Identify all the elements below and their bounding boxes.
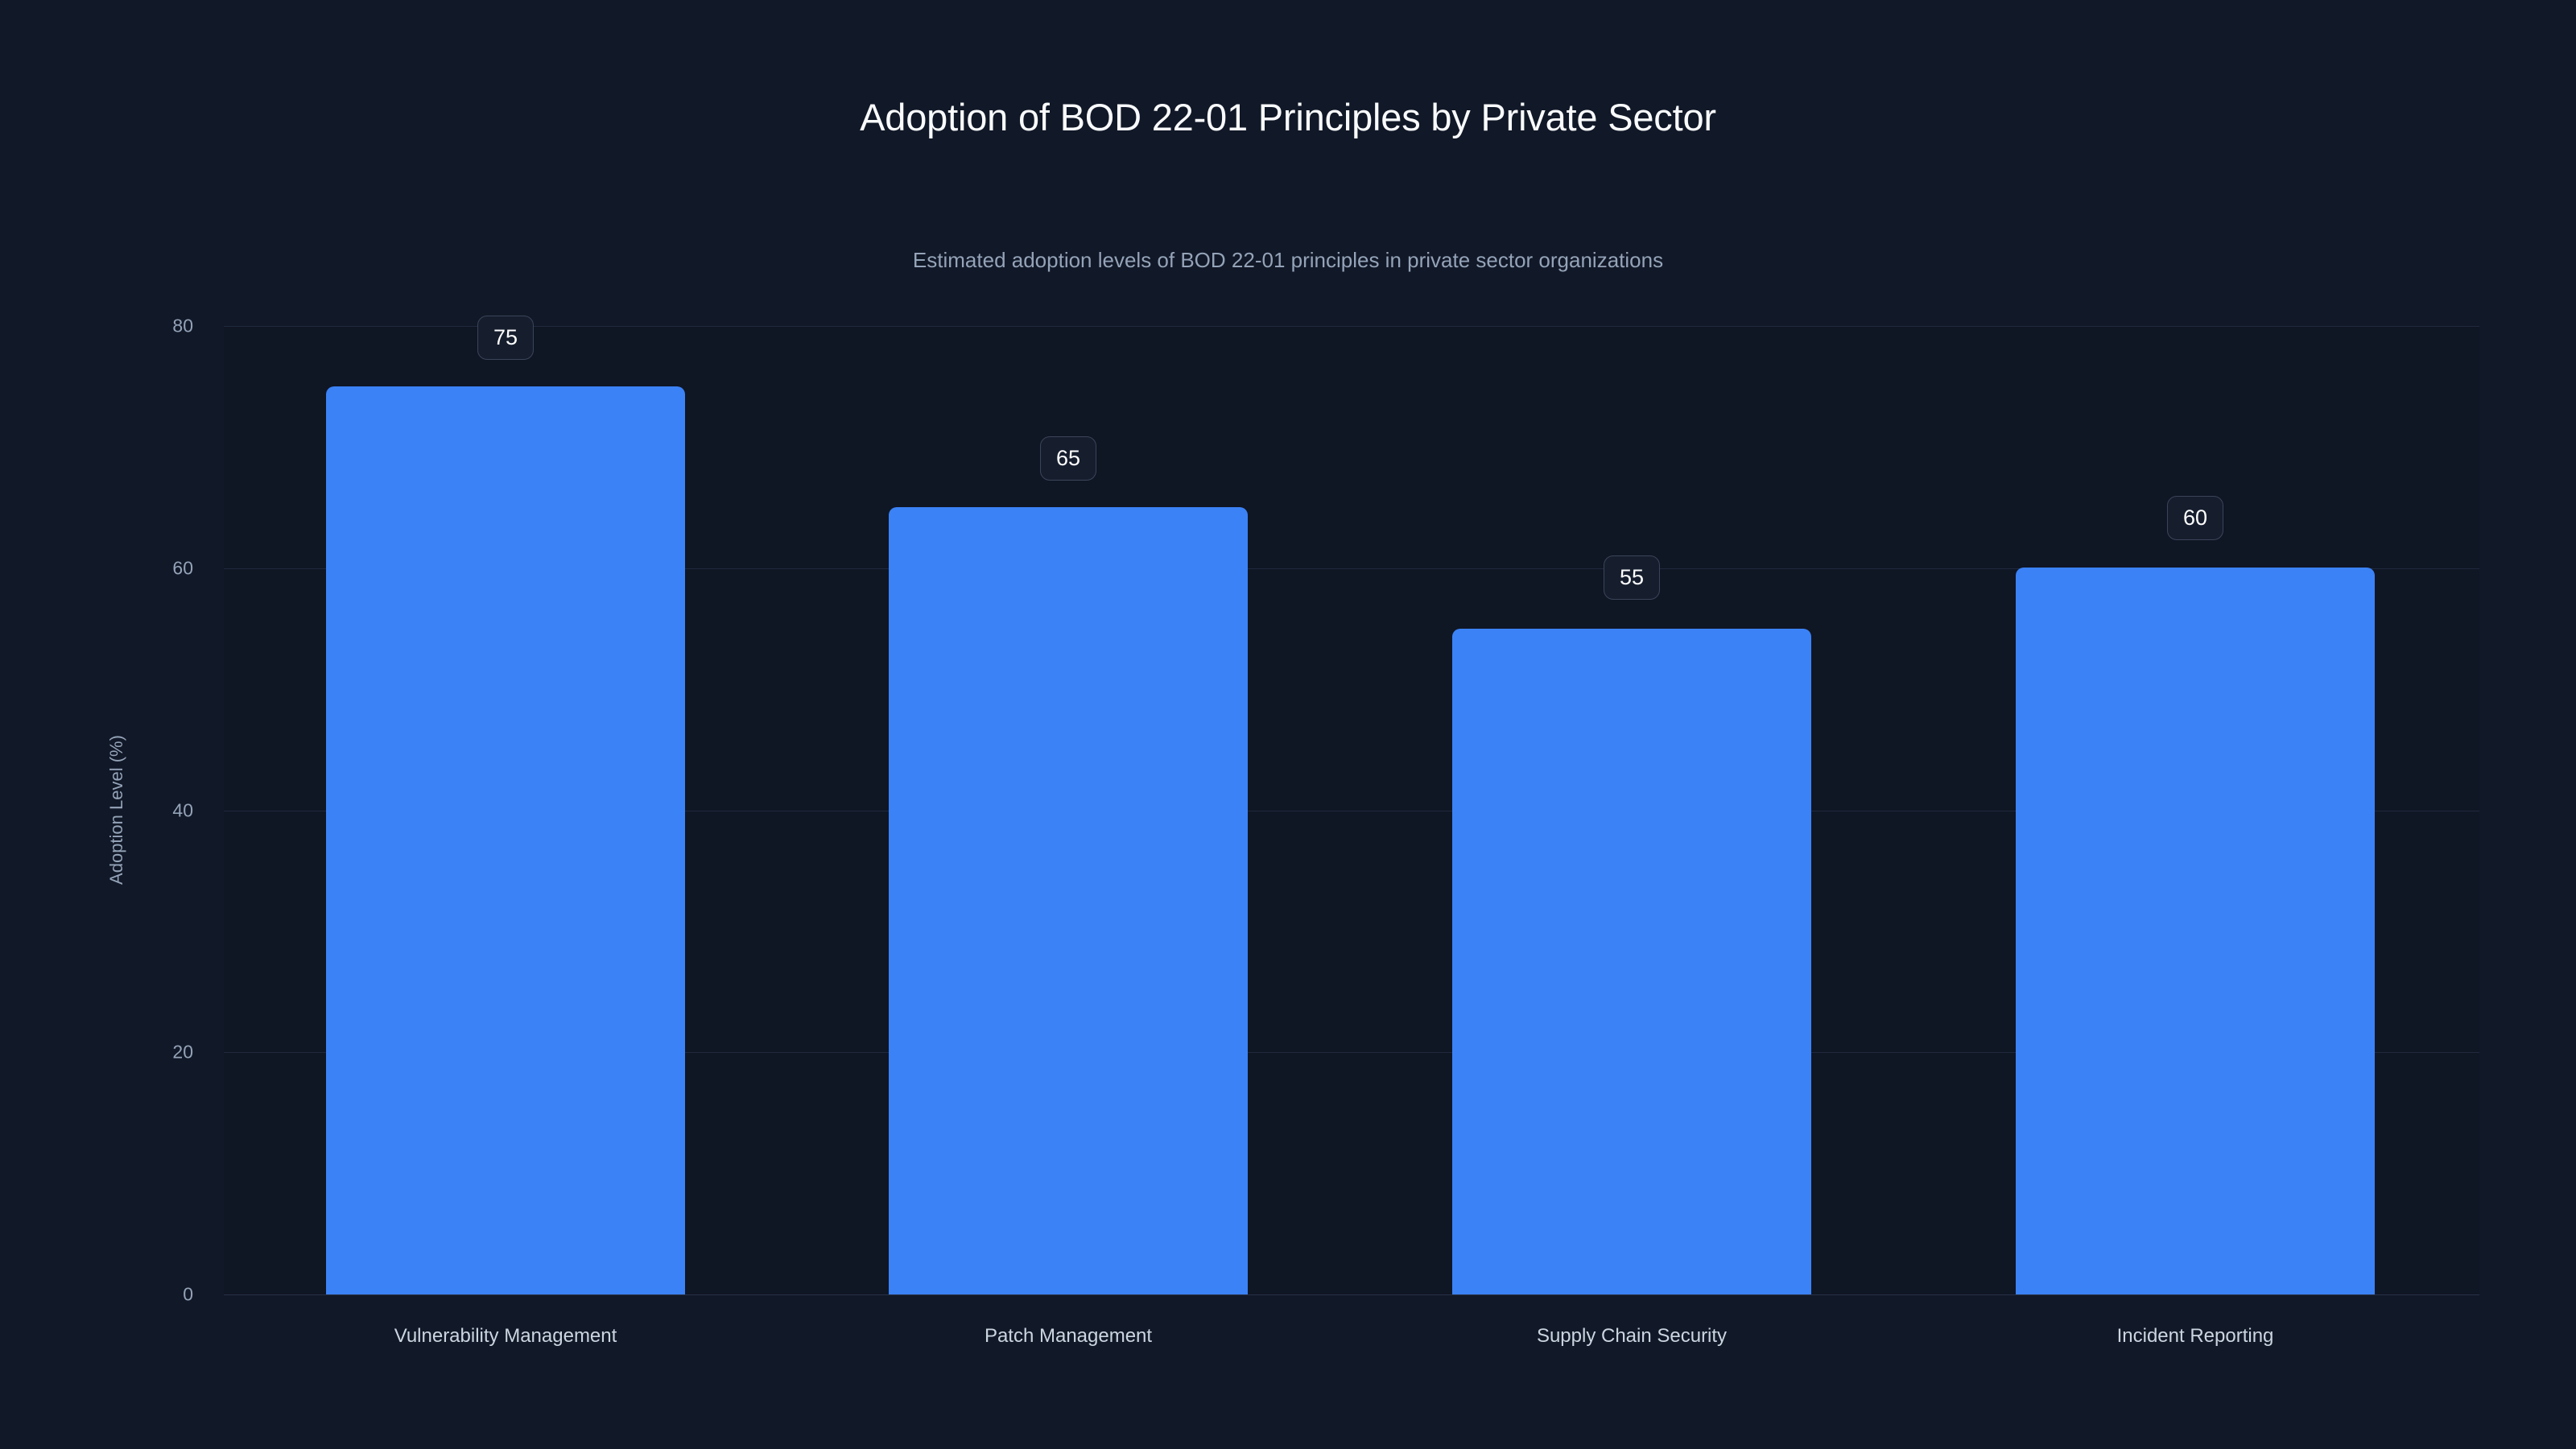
y-tick-label-0: 0	[183, 1283, 193, 1305]
x-axis-line	[224, 1294, 2479, 1295]
chart-subtitle: Estimated adoption levels of BOD 22-01 p…	[912, 248, 1664, 272]
bar-incident-reporting[interactable]	[2016, 568, 2375, 1294]
value-label-vulnerability-management: 75	[477, 316, 535, 360]
x-tick-label-vulnerability-management: Vulnerability Management	[394, 1325, 617, 1347]
x-tick-label-incident-reporting: Incident Reporting	[2116, 1325, 2274, 1347]
bar-supply-chain-security[interactable]	[1452, 629, 1811, 1294]
value-label-supply-chain-security: 55	[1603, 555, 1661, 600]
value-label-incident-reporting: 60	[2166, 496, 2224, 540]
bar-patch-management[interactable]	[889, 507, 1248, 1294]
y-axis-title: Adoption Level (%)	[106, 735, 126, 885]
x-tick-label-supply-chain-security: Supply Chain Security	[1536, 1325, 1728, 1347]
y-tick-label-60: 60	[172, 557, 193, 579]
y-tick-label-40: 40	[172, 799, 193, 821]
x-tick-label-patch-management: Patch Management	[984, 1325, 1153, 1347]
gridline-20	[224, 1052, 2479, 1053]
gridline-60	[224, 568, 2479, 569]
chart-title: Adoption of BOD 22-01 Principles by Priv…	[860, 96, 1716, 138]
gridline-80	[224, 326, 2479, 327]
y-tick-label-80: 80	[172, 315, 193, 336]
y-tick-label-20: 20	[172, 1041, 193, 1063]
bar-vulnerability-management[interactable]	[326, 386, 685, 1294]
value-label-patch-management: 65	[1039, 436, 1097, 481]
